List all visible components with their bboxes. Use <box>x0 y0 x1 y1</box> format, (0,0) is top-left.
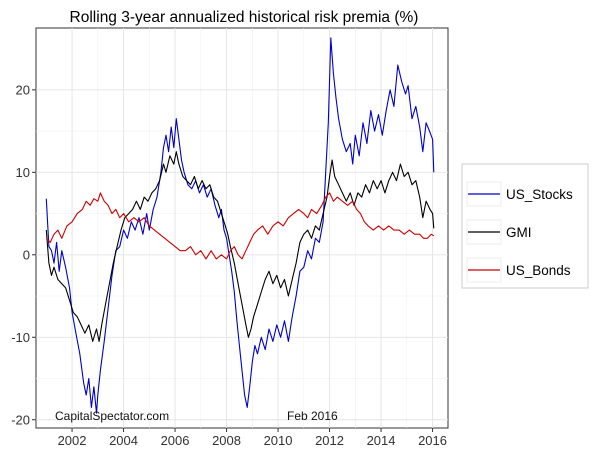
x-tick-label: 2012 <box>315 433 344 448</box>
y-axis: -20 -10 0 10 20 <box>11 82 36 427</box>
series-layer <box>45 37 435 414</box>
y-tick-label: 20 <box>16 82 30 97</box>
x-tick-label: 2006 <box>161 433 190 448</box>
series-line-gmi <box>45 151 435 342</box>
plot-panel <box>35 27 449 429</box>
date-annotation: Feb 2016 <box>287 409 338 423</box>
y-tick-label: 10 <box>16 165 30 180</box>
x-tick-label: 2004 <box>109 433 138 448</box>
series-line-us-bonds <box>45 192 435 260</box>
chart-title: Rolling 3-year annualized historical ris… <box>70 9 419 26</box>
y-tick-label: 0 <box>23 247 30 262</box>
legend-label-us-stocks: US_Stocks <box>506 187 573 202</box>
x-tick-label: 2008 <box>212 433 241 448</box>
x-tick-label: 2016 <box>418 433 447 448</box>
x-tick-label: 2002 <box>58 433 87 448</box>
y-tick-label: -20 <box>11 412 30 427</box>
series-line-us-stocks <box>45 37 435 414</box>
source-annotation: CapitalSpectator.com <box>55 409 169 423</box>
legend-label-us-bonds: US_Bonds <box>506 263 571 278</box>
legend-label-gmi: GMI <box>506 225 532 240</box>
legend: US_Stocks GMI US_Bonds <box>461 163 589 289</box>
x-axis: 2002 2004 2006 2008 2010 2012 2014 2016 <box>58 428 447 448</box>
x-tick-label: 2014 <box>367 433 396 448</box>
x-tick-label: 2010 <box>264 433 293 448</box>
y-tick-label: -10 <box>11 330 30 345</box>
